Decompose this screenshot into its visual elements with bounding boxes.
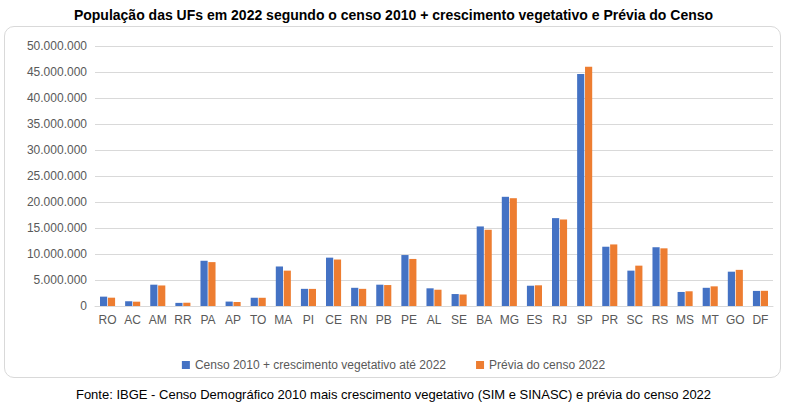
svg-text:MS: MS xyxy=(676,313,694,327)
svg-text:DF: DF xyxy=(752,313,768,327)
svg-text:População das UFs em 2022 segu: População das UFs em 2022 segundo o cens… xyxy=(74,7,713,23)
svg-text:PB: PB xyxy=(376,313,392,327)
svg-text:0: 0 xyxy=(80,299,87,313)
svg-text:AC: AC xyxy=(124,313,141,327)
svg-text:35.000.000: 35.000.000 xyxy=(27,117,87,131)
svg-text:Prévia do censo 2022: Prévia do censo 2022 xyxy=(489,358,605,372)
svg-text:SC: SC xyxy=(627,313,644,327)
svg-text:Fonte: IBGE - Censo Demográfic: Fonte: IBGE - Censo Demográfico 2010 mai… xyxy=(76,387,711,402)
svg-text:RO: RO xyxy=(99,313,117,327)
svg-text:SE: SE xyxy=(451,313,467,327)
svg-text:RN: RN xyxy=(350,313,367,327)
svg-text:Censo 2010 + crescimento veget: Censo 2010 + crescimento vegetativo até … xyxy=(195,358,446,372)
svg-text:PA: PA xyxy=(200,313,215,327)
svg-text:5.000.000: 5.000.000 xyxy=(34,273,88,287)
svg-text:10.000.000: 10.000.000 xyxy=(27,247,87,261)
svg-text:RJ: RJ xyxy=(552,313,567,327)
svg-text:MA: MA xyxy=(274,313,292,327)
svg-text:40.000.000: 40.000.000 xyxy=(27,91,87,105)
svg-text:ES: ES xyxy=(526,313,542,327)
svg-text:RR: RR xyxy=(174,313,192,327)
svg-text:20.000.000: 20.000.000 xyxy=(27,195,87,209)
svg-text:PI: PI xyxy=(303,313,314,327)
svg-text:BA: BA xyxy=(476,313,492,327)
svg-text:MT: MT xyxy=(702,313,720,327)
svg-text:45.000.000: 45.000.000 xyxy=(27,65,87,79)
svg-text:CE: CE xyxy=(325,313,342,327)
svg-text:AM: AM xyxy=(149,313,167,327)
svg-text:PE: PE xyxy=(401,313,417,327)
svg-text:TO: TO xyxy=(250,313,266,327)
svg-text:15.000.000: 15.000.000 xyxy=(27,221,87,235)
svg-text:GO: GO xyxy=(726,313,745,327)
svg-text:AL: AL xyxy=(427,313,442,327)
svg-text:PR: PR xyxy=(601,313,618,327)
svg-text:RS: RS xyxy=(652,313,669,327)
svg-text:50.000.000: 50.000.000 xyxy=(27,39,87,53)
svg-text:AP: AP xyxy=(225,313,241,327)
svg-text:SP: SP xyxy=(577,313,593,327)
svg-text:30.000.000: 30.000.000 xyxy=(27,143,87,157)
svg-text:MG: MG xyxy=(500,313,519,327)
svg-text:25.000.000: 25.000.000 xyxy=(27,169,87,183)
